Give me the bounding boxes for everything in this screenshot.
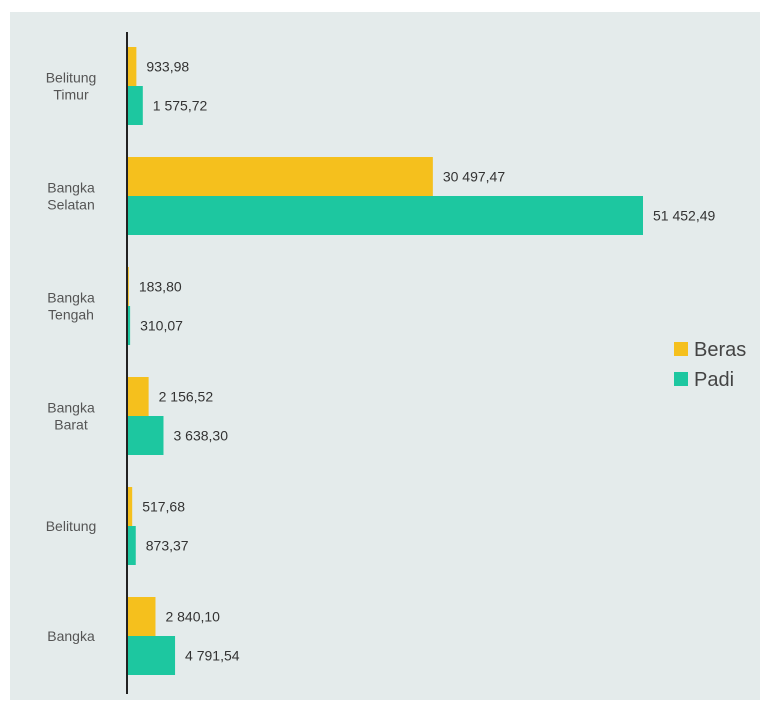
legend: Beras Padi: [674, 339, 746, 391]
category-label: Bangka: [47, 628, 95, 644]
value-label-padi: 3 638,30: [173, 428, 228, 444]
category-label: Bangka Tengah: [47, 290, 95, 323]
bar-padi: [127, 416, 164, 455]
value-label-padi: 51 452,49: [653, 208, 715, 224]
category-label: Belitung Timur: [46, 70, 97, 103]
legend-swatch-padi: [674, 372, 688, 386]
value-label-padi: 310,07: [140, 318, 183, 334]
bars-layer: [127, 47, 643, 675]
value-label-beras: 517,68: [142, 499, 185, 515]
bar-padi: [127, 86, 143, 125]
category-label: Bangka Barat: [47, 400, 95, 433]
value-label-beras: 183,80: [139, 279, 182, 295]
legend-label-padi: Padi: [694, 369, 734, 391]
value-label-padi: 873,37: [146, 538, 189, 554]
value-label-beras: 2 840,10: [165, 609, 220, 625]
bar-beras: [127, 47, 137, 86]
bar-beras: [127, 487, 133, 526]
value-label-padi: 4 791,54: [185, 648, 240, 664]
chart-area: Belitung Timur 933,98 1 575,72 Bangka Selatan…: [10, 12, 760, 700]
bar-chart: Belitung Timur 933,98 1 575,72 Bangka Selatan…: [46, 32, 746, 694]
bar-beras: [127, 377, 149, 416]
category-label: Belitung: [46, 518, 97, 534]
labels-layer: Belitung Timur 933,98 1 575,72 Bangka Selatan…: [46, 59, 716, 664]
legend-swatch-beras: [674, 342, 688, 356]
legend-label-beras: Beras: [694, 339, 746, 361]
value-label-beras: 2 156,52: [159, 389, 214, 405]
value-label-beras: 933,98: [146, 59, 189, 75]
bar-beras: [127, 157, 433, 196]
value-label-beras: 30 497,47: [443, 169, 505, 185]
bar-padi: [127, 196, 643, 235]
bar-padi: [127, 526, 136, 565]
category-label: Bangka Selatan: [47, 180, 95, 213]
value-label-padi: 1 575,72: [153, 98, 208, 114]
bar-padi: [127, 306, 131, 345]
bar-padi: [127, 636, 176, 675]
bar-beras: [127, 597, 156, 636]
